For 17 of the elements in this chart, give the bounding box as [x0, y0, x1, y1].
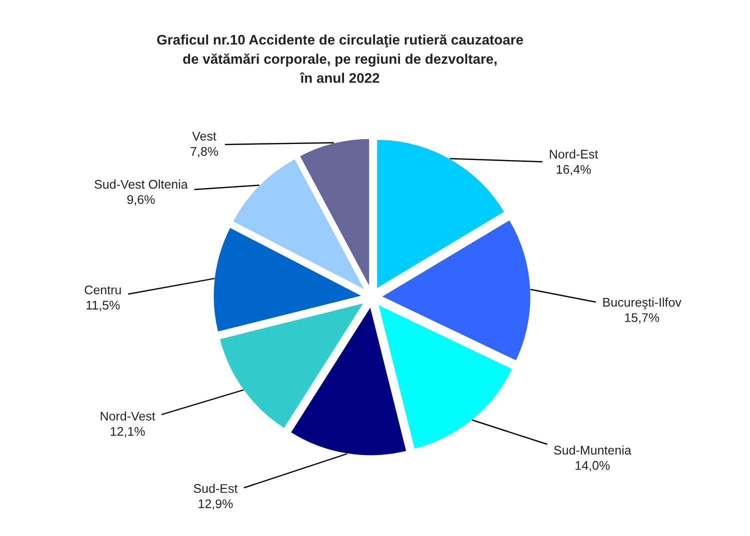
slice-label: Bucureşti-Ilfov [603, 298, 682, 310]
slice-label: Centru [84, 285, 121, 294]
data-label: 11,5% [86, 300, 120, 312]
slice-label: Sud-Est [194, 484, 238, 493]
data-label: 12,9% [198, 499, 233, 510]
data-label: 7,8% [190, 147, 218, 158]
data-label: 9,6% [127, 195, 155, 206]
slice-label: Vest [192, 132, 216, 141]
slice-label: Nord-Vest [100, 411, 156, 421]
data-label: 12,1% [110, 426, 145, 438]
slice-label: Sud-Vest Oltenia [94, 180, 188, 189]
slice-label: Nord-Est [550, 149, 598, 159]
chart-title: Graficul nr.10 Accidente de circulaţie rutieră cauzatoare de vătămări corporale, pe regiuni de dezvoltare, în anul 2022 [157, 34, 523, 83]
data-label: 16,4% [556, 165, 591, 176]
data-label: 15,7% [625, 313, 660, 324]
slice-label: Sud-Muntenia [554, 445, 632, 455]
data-label: 14,0% [576, 461, 610, 472]
